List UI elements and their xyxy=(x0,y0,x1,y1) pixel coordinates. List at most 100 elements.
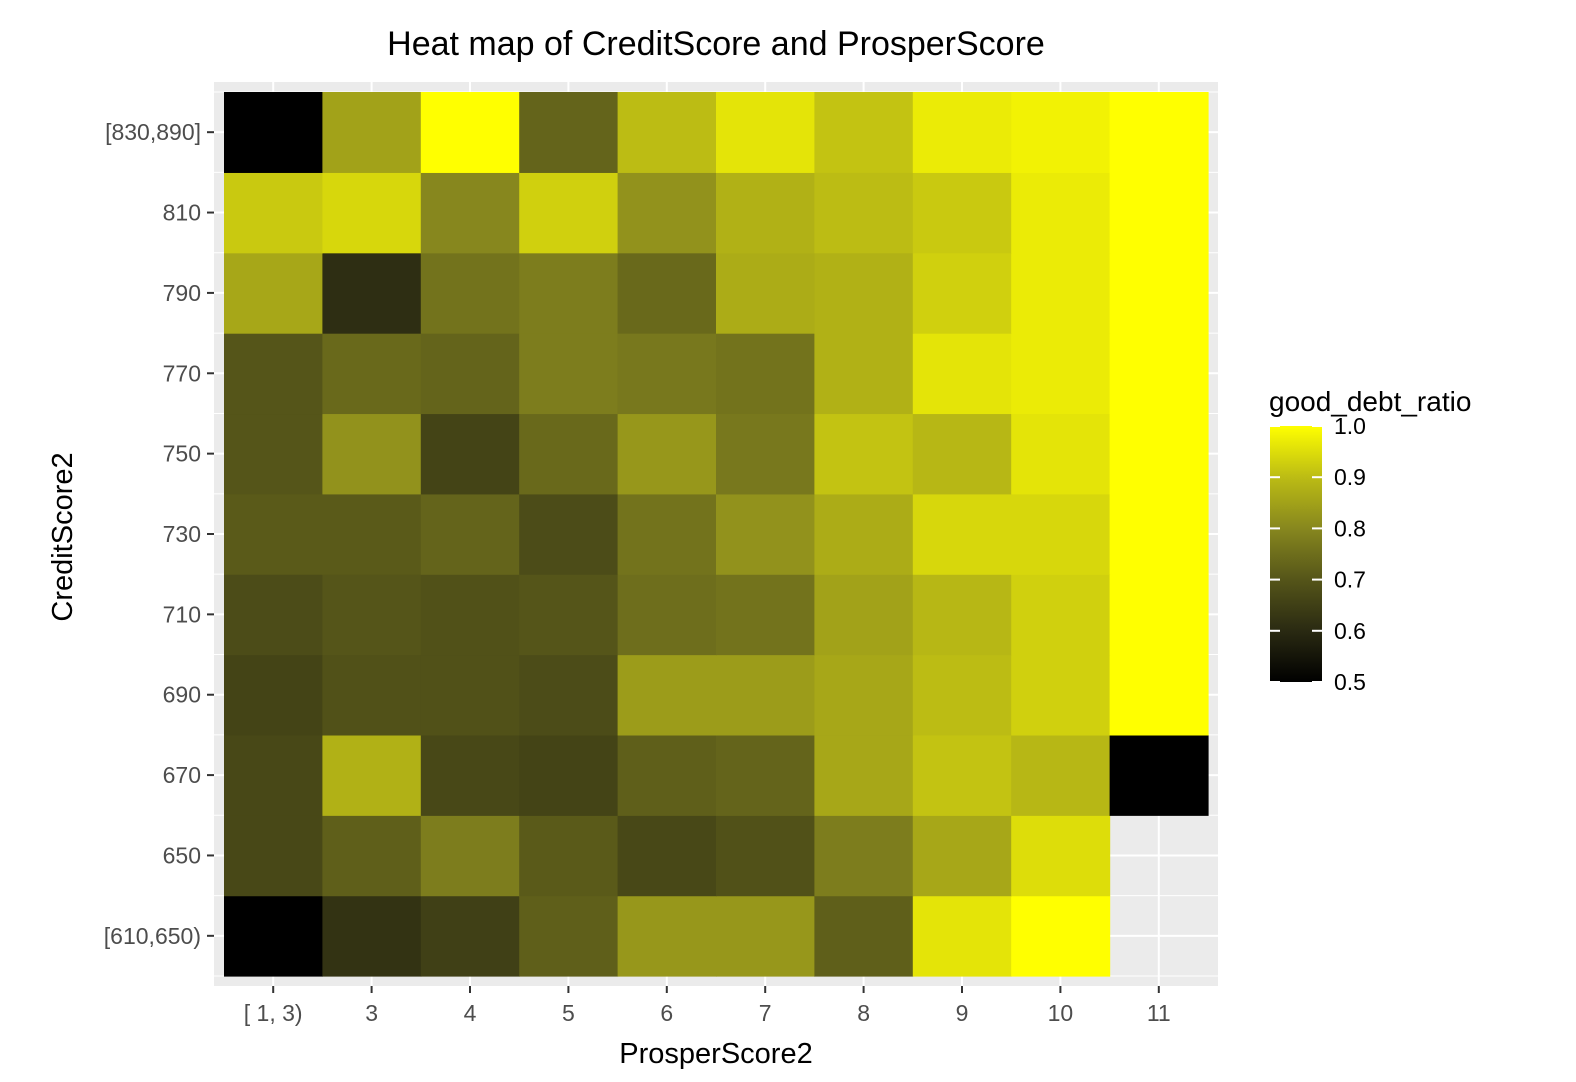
heatmap-cell xyxy=(420,815,520,897)
heatmap-cell xyxy=(322,654,422,736)
heatmap-cell xyxy=(322,172,422,254)
heatmap-cell xyxy=(420,333,520,415)
heatmap-cell xyxy=(716,895,815,977)
y-tick-label: 730 xyxy=(163,521,201,547)
heatmap-cell xyxy=(1011,92,1111,173)
heatmap-cell xyxy=(814,493,914,575)
heatmap-cell xyxy=(617,815,717,897)
heatmap-cell xyxy=(716,413,815,495)
heatmap-cell xyxy=(1011,413,1111,495)
heatmap-cell xyxy=(1109,172,1209,254)
heatmap-cell xyxy=(420,734,520,816)
x-tick-label: 5 xyxy=(562,1000,575,1026)
heatmap-cell xyxy=(912,815,1012,897)
x-tick-label: 7 xyxy=(759,1000,772,1026)
heatmap-cell xyxy=(716,815,815,897)
heatmap-cell xyxy=(224,654,323,736)
x-tick-label: 8 xyxy=(857,1000,870,1026)
legend-tick-label: 0.5 xyxy=(1334,669,1366,695)
heatmap-cell xyxy=(1011,654,1111,736)
legend-tick-label: 1.0 xyxy=(1334,413,1366,439)
heatmap-cell xyxy=(322,413,422,495)
heatmap-cell xyxy=(617,654,717,736)
heatmap-cell xyxy=(322,734,422,816)
heatmap-cell xyxy=(224,92,323,173)
x-tick-label: 3 xyxy=(365,1000,378,1026)
heatmap-cell xyxy=(519,493,619,575)
heatmap-cell xyxy=(224,413,323,495)
heatmap-cell xyxy=(1011,493,1111,575)
y-axis-title: CreditScore2 xyxy=(47,452,79,621)
heatmap-cell xyxy=(224,172,323,254)
heatmap-cell xyxy=(716,654,815,736)
heatmap-cell xyxy=(420,574,520,656)
heatmap-cell xyxy=(814,172,914,254)
heatmap-cell xyxy=(1109,92,1209,173)
heatmap-cell xyxy=(322,92,422,173)
heatmap-tiles xyxy=(224,92,1209,977)
heatmap-cell xyxy=(814,252,914,334)
heatmap-cell xyxy=(716,252,815,334)
heatmap-cell xyxy=(912,574,1012,656)
heatmap-cell xyxy=(1011,895,1111,977)
heatmap-cell xyxy=(1011,333,1111,415)
heatmap-cell xyxy=(322,815,422,897)
heatmap-cell xyxy=(519,815,619,897)
x-tick-label: [ 1, 3) xyxy=(244,1000,303,1026)
heatmap-cell xyxy=(519,252,619,334)
heatmap-cell xyxy=(912,252,1012,334)
legend: good_debt_ratio 1.0 0.9 0.8 0.7 0.6 0.5 xyxy=(1269,386,1471,695)
heatmap-cell xyxy=(420,172,520,254)
heatmap-cell xyxy=(519,172,619,254)
heatmap-cell xyxy=(912,172,1012,254)
y-tick-label: 690 xyxy=(163,682,201,708)
chart-title: Heat map of CreditScore and ProsperScore xyxy=(387,25,1045,63)
heatmap-cell xyxy=(519,895,619,977)
y-tick-label: 790 xyxy=(163,280,201,306)
y-tick-label: 650 xyxy=(163,842,201,868)
heatmap-cell xyxy=(814,333,914,415)
heatmap-cell xyxy=(716,734,815,816)
heatmap-cell xyxy=(814,734,914,816)
heatmap-cell xyxy=(617,493,717,575)
heatmap-cell xyxy=(814,895,914,977)
heatmap-cell xyxy=(519,574,619,656)
heatmap-cell xyxy=(1011,172,1111,254)
heatmap-cell xyxy=(420,895,520,977)
heatmap-cell xyxy=(912,333,1012,415)
heatmap-cell xyxy=(814,92,914,173)
legend-ticks: 1.0 0.9 0.8 0.7 0.6 0.5 xyxy=(1270,413,1366,695)
heatmap-cell xyxy=(1109,493,1209,575)
heatmap-cell xyxy=(322,493,422,575)
heatmap-cell xyxy=(617,413,717,495)
heatmap-cell xyxy=(912,493,1012,575)
heatmap-cell xyxy=(519,654,619,736)
y-tick-label: 770 xyxy=(163,360,201,386)
heatmap-cell xyxy=(617,252,717,334)
legend-tick-label: 0.7 xyxy=(1334,567,1366,593)
heatmap-cell xyxy=(912,92,1012,173)
heatmap-cell xyxy=(912,654,1012,736)
heatmap-cell xyxy=(1011,252,1111,334)
legend-title: good_debt_ratio xyxy=(1269,386,1471,417)
heatmap-cell xyxy=(322,895,422,977)
heatmap-cell xyxy=(322,574,422,656)
heatmap-cell xyxy=(322,252,422,334)
heatmap-cell xyxy=(1011,734,1111,816)
y-tick-label: [830,890] xyxy=(105,119,201,145)
heatmap-cell xyxy=(912,413,1012,495)
x-axis: [ 1, 3) 3 4 5 6 7 8 9 10 11 xyxy=(244,986,1171,1026)
heatmap-cell xyxy=(322,333,422,415)
heatmap-cell xyxy=(519,333,619,415)
heatmap-cell xyxy=(617,574,717,656)
x-tick-label: 9 xyxy=(956,1000,969,1026)
legend-tick-label: 0.9 xyxy=(1334,464,1366,490)
heatmap-cell xyxy=(617,172,717,254)
x-tick-label: 11 xyxy=(1147,1000,1171,1026)
heatmap-cell xyxy=(814,815,914,897)
y-tick-label: 670 xyxy=(163,762,201,788)
heatmap-cell xyxy=(1109,654,1209,736)
heatmap-cell xyxy=(912,734,1012,816)
x-tick-label: 6 xyxy=(660,1000,673,1026)
